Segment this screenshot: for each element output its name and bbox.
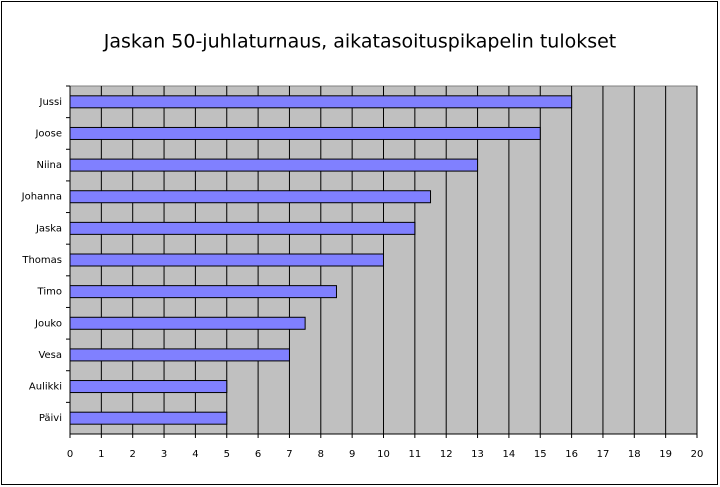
y-tick-label: Vesa bbox=[38, 350, 62, 361]
x-tick-label: 9 bbox=[349, 449, 355, 460]
x-tick-label: 18 bbox=[628, 449, 641, 460]
bar bbox=[69, 158, 479, 172]
x-tick-label: 15 bbox=[534, 449, 547, 460]
y-tick-label: Aulikki bbox=[29, 382, 62, 393]
bar bbox=[69, 221, 416, 235]
y-tick-label: Päivi bbox=[39, 413, 62, 424]
bar bbox=[69, 253, 384, 267]
x-tick-label: 14 bbox=[503, 449, 516, 460]
x-tick-label: 20 bbox=[691, 449, 704, 460]
x-tick-label: 10 bbox=[377, 449, 390, 460]
x-tick-label: 4 bbox=[192, 449, 198, 460]
bar bbox=[69, 285, 337, 299]
x-tick-label: 12 bbox=[440, 449, 453, 460]
x-tick-label: 19 bbox=[659, 449, 672, 460]
x-tick-label: 0 bbox=[67, 449, 73, 460]
x-tick-label: 1 bbox=[98, 449, 104, 460]
bar bbox=[69, 411, 228, 425]
y-tick-label: Jussi bbox=[39, 97, 63, 108]
bar bbox=[69, 126, 541, 140]
y-tick-label: Timo bbox=[37, 287, 62, 298]
y-tick-label: Thomas bbox=[21, 255, 62, 266]
y-tick-label: Jaska bbox=[35, 223, 62, 234]
x-tick-label: 5 bbox=[224, 449, 230, 460]
x-tick-label: 13 bbox=[471, 449, 484, 460]
y-tick-label: Joose bbox=[34, 128, 62, 139]
chart-title: Jaskan 50-juhlaturnaus, aikatasoituspika… bbox=[103, 31, 617, 53]
x-tick-label: 7 bbox=[286, 449, 292, 460]
y-tick-label: Jouko bbox=[34, 318, 62, 329]
x-tick-label: 3 bbox=[161, 449, 167, 460]
y-tick-label: Niina bbox=[36, 160, 62, 171]
x-tick-label: 11 bbox=[408, 449, 421, 460]
bar bbox=[69, 348, 290, 362]
x-tick-label: 8 bbox=[318, 449, 324, 460]
x-tick-label: 16 bbox=[565, 449, 578, 460]
bar bbox=[69, 190, 432, 204]
y-tick-label: Johanna bbox=[21, 192, 62, 203]
bar bbox=[69, 380, 228, 394]
bar bbox=[69, 95, 573, 109]
bar bbox=[69, 316, 306, 330]
x-tick-label: 2 bbox=[130, 449, 136, 460]
x-tick-label: 6 bbox=[255, 449, 261, 460]
x-tick-label: 17 bbox=[597, 449, 610, 460]
